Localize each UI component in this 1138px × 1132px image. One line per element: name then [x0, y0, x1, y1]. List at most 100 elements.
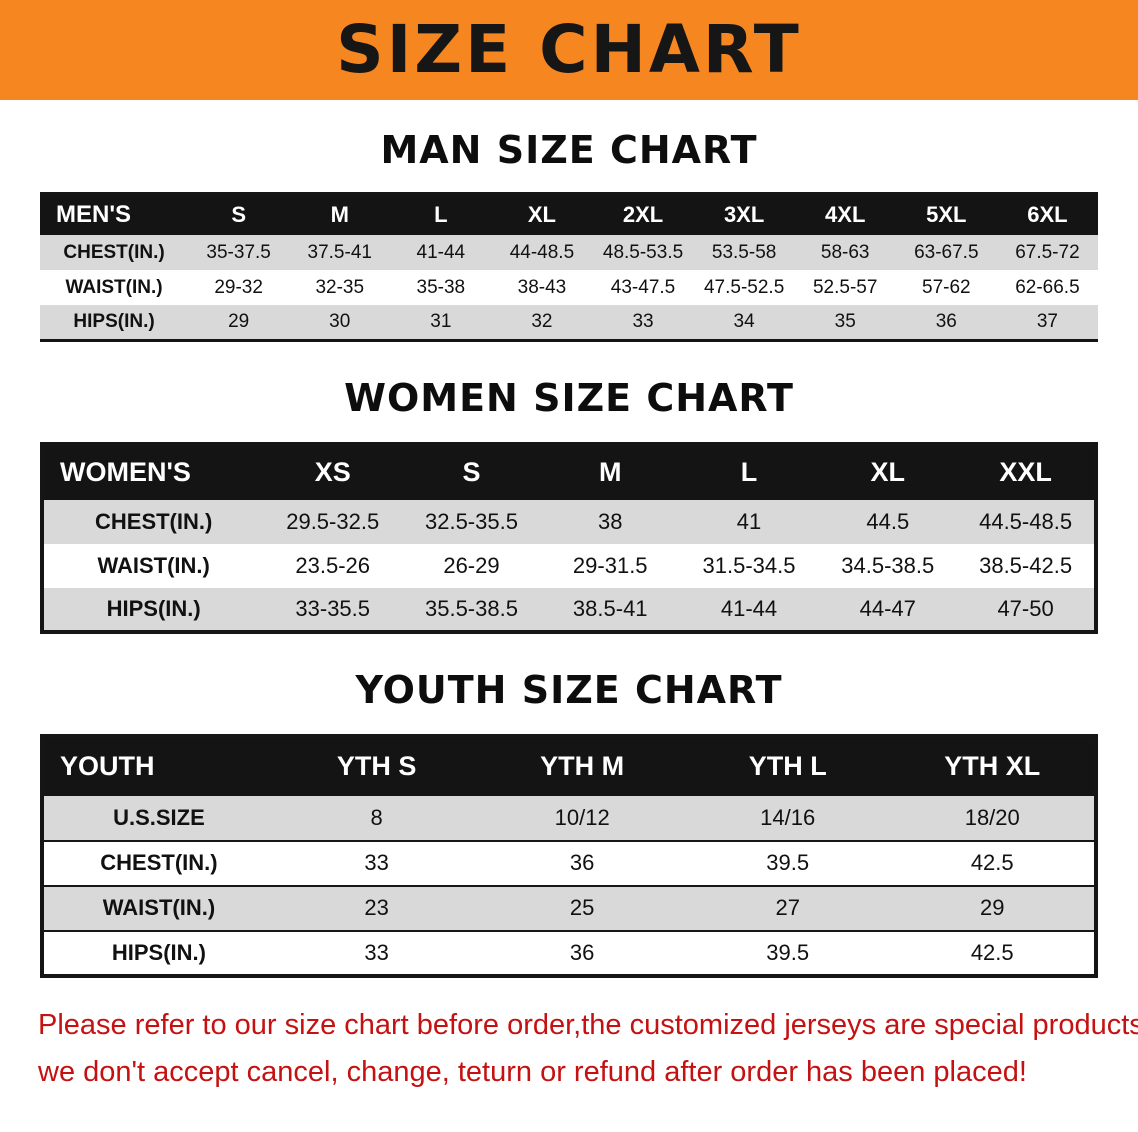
size-value-cell: 39.5	[766, 939, 810, 965]
size-value-cell: 37.5-41	[307, 241, 372, 263]
size-value-cell: 38	[598, 508, 623, 534]
table-row: CHEST(IN.) 29.5-32.5 32.5-35.5 38 41 44.5 44.5…	[42, 499, 1096, 544]
size-column-header: YTH XL	[890, 735, 1096, 796]
table-row: WAIST(IN.) 23.5-26 26-29 29-31.5 31.5-34.5 34…	[42, 543, 1096, 588]
size-value-cell: 14/16	[760, 804, 816, 830]
size-value-cell: 34.5-38.5	[841, 552, 935, 578]
size-value-cell: 52.5-57	[812, 276, 878, 298]
size-value-cell: 33	[364, 850, 389, 875]
size-column-header: XL	[818, 443, 958, 500]
size-value-cell: 67.5-72	[1015, 241, 1080, 263]
size-value-cell: 39.5	[766, 850, 810, 875]
size-column-header: 2XL	[592, 193, 694, 235]
size-value-cell: 33	[632, 310, 654, 332]
size-value-cell: 44-48.5	[509, 241, 575, 263]
row-label-cell: WAIST(IN.)	[102, 895, 216, 920]
size-value-cell: 29.5-32.5	[286, 508, 380, 534]
size-value-cell: 43-47.5	[610, 276, 676, 298]
table-title-cell: WOMEN'S	[42, 443, 264, 500]
size-value-cell: 37	[1036, 310, 1058, 332]
size-value-cell: 29-32	[214, 276, 263, 298]
size-value-cell: 42.5	[970, 939, 1014, 965]
size-value-cell: 62-66.5	[1015, 276, 1080, 298]
size-value-cell: 35-38	[416, 276, 466, 298]
size-value-cell: 38.5-41	[572, 595, 648, 621]
size-value-cell: 18/20	[964, 804, 1020, 830]
size-column-header: S	[188, 193, 290, 235]
size-value-cell: 63-67.5	[914, 241, 979, 263]
title-banner: SIZE CHART	[0, 0, 1138, 100]
disclaimer: Please refer to our size chart before or…	[0, 1002, 1138, 1096]
size-value-cell: 57-62	[922, 276, 971, 298]
size-column-header: L	[390, 193, 492, 235]
women-size-chart-section: WOMEN SIZE CHART WOMEN'S XS S M L XL XXL CHEST(…	[0, 376, 1138, 634]
size-value-cell: 29	[228, 310, 250, 332]
size-value-cell: 8	[370, 804, 383, 830]
size-value-cell: 33	[364, 939, 389, 965]
size-value-cell: 41-44	[416, 241, 466, 263]
size-value-cell: 36	[569, 850, 595, 875]
size-column-header: XS	[263, 443, 403, 500]
size-value-cell: 58-63	[820, 241, 870, 263]
row-label-cell: HIPS(IN.)	[73, 310, 155, 332]
table-row: HIPS(IN.) 33 36 39.5 42.5	[42, 930, 1096, 976]
size-column-header: YTH L	[684, 735, 891, 796]
youth-section-heading: YOUTH SIZE CHART	[355, 667, 783, 712]
table-row: U.S.SIZE 8 10/12 14/16 18/20	[42, 795, 1096, 841]
size-column-header: M	[540, 443, 680, 500]
size-value-cell: 38.5-42.5	[979, 552, 1073, 578]
men-size-table: MEN'S S M L XL 2XL 3XL 4XL 5XL 6XL CHEST(IN.) 35-37…	[40, 192, 1098, 342]
size-column-header: 3XL	[693, 193, 795, 235]
size-value-cell: 41	[736, 508, 762, 534]
size-value-cell: 27	[775, 895, 800, 920]
size-value-cell: 33-35.5	[295, 595, 371, 621]
size-value-cell: 41-44	[720, 595, 778, 621]
size-value-cell: 23.5-26	[295, 552, 371, 578]
page-title: SIZE CHART	[336, 11, 802, 88]
size-value-cell: 42.5	[970, 850, 1014, 875]
size-value-cell: 44.5-48.5	[979, 508, 1073, 534]
table-row: WAIST(IN.) 29-32 32-35 35-38 38-43 43-47.5 47.…	[40, 270, 1098, 305]
women-section-heading: WOMEN SIZE CHART	[344, 375, 794, 420]
men-size-chart-section: MAN SIZE CHART MEN'S S M L XL 2XL 3XL 4XL 5XL 6XL…	[0, 128, 1138, 342]
size-column-header: 4XL	[794, 193, 896, 235]
size-column-header: XL	[491, 193, 593, 235]
size-value-cell: 53.5-58	[711, 241, 777, 263]
size-value-cell: 36	[935, 310, 957, 332]
size-value-cell: 35-37.5	[206, 241, 271, 263]
row-label-cell: HIPS(IN.)	[111, 939, 206, 965]
size-value-cell: 32.5-35.5	[424, 508, 518, 534]
size-value-cell: 26-29	[443, 552, 500, 578]
women-size-table: WOMEN'S XS S M L XL XXL CHEST(IN.) 29.5-32.5 32.5…	[40, 441, 1098, 634]
size-value-cell: 35.5-38.5	[424, 595, 518, 621]
table-row: CHEST(IN.) 33 36 39.5 42.5	[42, 840, 1096, 886]
table-row: HIPS(IN.) 33-35.5 35.5-38.5 38.5-41 41-44 44-…	[42, 587, 1096, 632]
size-value-cell: 23	[364, 895, 389, 920]
size-value-cell: 38-43	[517, 276, 567, 298]
size-value-cell: 32-35	[315, 276, 365, 298]
row-label-cell: CHEST(IN.)	[63, 241, 165, 263]
youth-size-table: YOUTH YTH S YTH M YTH L YTH XL U.S.SIZE 8 10/12…	[40, 733, 1098, 978]
size-value-cell: 47-50	[997, 595, 1054, 621]
size-value-cell: 36	[569, 939, 595, 965]
size-column-header: XXL	[957, 443, 1096, 500]
row-label-cell: CHEST(IN.)	[95, 508, 213, 534]
size-column-header: YTH S	[273, 735, 480, 796]
table-row: CHEST(IN.) 35-37.5 37.5-41 41-44 44-48.5 48.5…	[40, 235, 1098, 270]
size-value-cell: 29-31.5	[572, 552, 648, 578]
row-label-cell: CHEST(IN.)	[100, 850, 218, 875]
size-value-cell: 29	[979, 895, 1005, 920]
size-value-cell: 30	[329, 310, 351, 332]
table-header-row: YOUTH YTH S YTH M YTH L YTH XL	[42, 735, 1096, 796]
men-section-heading: MAN SIZE CHART	[380, 128, 758, 172]
size-value-cell: 10/12	[554, 804, 610, 830]
disclaimer-line-1: Please refer to our size chart before or…	[38, 1008, 1138, 1041]
size-value-cell: 32	[531, 310, 553, 332]
size-value-cell: 48.5-53.5	[602, 241, 684, 263]
table-header-row: MEN'S S M L XL 2XL 3XL 4XL 5XL 6XL	[40, 193, 1098, 235]
table-row: WAIST(IN.) 23 25 27 29	[42, 885, 1096, 931]
size-value-cell: 25	[569, 895, 595, 920]
size-column-header: 6XL	[996, 193, 1098, 235]
size-column-header: 5XL	[895, 193, 997, 235]
